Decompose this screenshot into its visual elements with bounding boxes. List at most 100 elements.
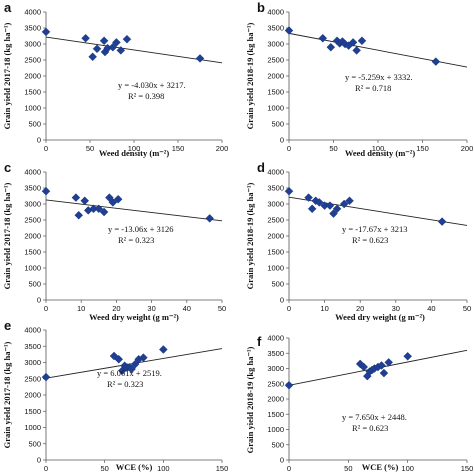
panel-c-y-tick-label: 0 bbox=[37, 296, 41, 305]
panel-f-letter: f bbox=[257, 334, 262, 349]
panel-e-y-tick-label: 2500 bbox=[24, 374, 41, 383]
panel-c-x-tick-label: 0 bbox=[44, 304, 48, 313]
panel-c-y-axis-label: Grain yield 2017-18 (kg ha⁻¹) bbox=[2, 182, 12, 289]
panel-b-data-point bbox=[431, 57, 441, 66]
panel-d-y-tick-label: 1500 bbox=[267, 248, 284, 257]
panel-a-trend-line bbox=[45, 36, 223, 64]
panel-e-y-tick-label: 1000 bbox=[24, 423, 41, 432]
panel-c-y-tick-label: 1500 bbox=[24, 248, 41, 257]
panel-b-y-tick-label: 2500 bbox=[267, 56, 284, 65]
panel-f-r-squared: R² = 0.623 bbox=[352, 423, 388, 433]
panel-c-x-tick-label: 10 bbox=[77, 304, 85, 313]
panel-b-x-axis-label: Weed density (m⁻²) bbox=[345, 148, 415, 158]
panel-c-x-tick-label: 30 bbox=[147, 304, 155, 313]
panel-d-equation: y = -17.67x + 3213 bbox=[342, 224, 408, 234]
panel-b-data-point bbox=[352, 46, 361, 55]
panel-b-y-tick-label: 500 bbox=[271, 120, 284, 129]
panel-b-y-tick-label: 0 bbox=[280, 136, 284, 145]
panel-f-x-axis-label: WCE (%) bbox=[362, 462, 399, 472]
panel-d-data-point bbox=[329, 209, 338, 218]
panel-a-x-tick-label: 100 bbox=[128, 144, 141, 153]
panel-b-data-point bbox=[318, 33, 328, 43]
panel-b-y-tick-label: 2000 bbox=[267, 72, 284, 81]
panel-a-equation: y = -4.030x + 3217. bbox=[118, 80, 186, 90]
panel-a-data-point bbox=[108, 42, 118, 52]
panel-e-y-axis-label: Grain yield 2017-18 (kg ha⁻¹) bbox=[2, 341, 12, 448]
panel-d-data-point bbox=[325, 201, 335, 210]
panel-e-y-tick-label: 3500 bbox=[24, 342, 41, 351]
panel-c-y-tick-label: 1000 bbox=[24, 264, 41, 273]
panel-a-y-tick-label: 2500 bbox=[24, 56, 41, 65]
panel-c-x-tick-label: 50 bbox=[218, 304, 226, 313]
panel-c-y-tick-label: 2500 bbox=[24, 216, 41, 225]
panel-c-r-squared: R² = 0.323 bbox=[118, 235, 154, 245]
panel-d-y-tick-label: 500 bbox=[271, 280, 284, 289]
panel-f-data-point bbox=[379, 368, 389, 378]
panel-e-data-point bbox=[139, 353, 148, 362]
panel-b-x-tick-label: 0 bbox=[287, 144, 291, 153]
panel-a-letter: a bbox=[4, 0, 12, 15]
panel-c-data-point bbox=[74, 210, 84, 220]
panel-a-y-tick-label: 500 bbox=[28, 120, 41, 129]
panel-c-data-point bbox=[80, 196, 90, 206]
panel-a-x-tick-label: 0 bbox=[44, 144, 48, 153]
panel-f-x-tick-label: 150 bbox=[461, 464, 474, 473]
panel-b-letter: b bbox=[257, 0, 265, 15]
panel-d-y-tick-label: 3000 bbox=[267, 200, 284, 209]
panel-a-x-tick-label: 150 bbox=[172, 144, 185, 153]
panel-f-equation: y = 7.650x + 2448. bbox=[342, 412, 407, 422]
panel-e-x-tick-label: 100 bbox=[157, 464, 170, 473]
panel-c-equation: y = -13.06x + 3126 bbox=[108, 224, 174, 234]
panel-c-data-point bbox=[71, 193, 81, 202]
panel-b-data-point bbox=[284, 26, 294, 35]
panel-a-data-point bbox=[195, 54, 205, 63]
panel-b-x-tick-label: 100 bbox=[372, 144, 385, 153]
panel-c-data-point bbox=[99, 207, 109, 217]
panel-b-data-point bbox=[357, 36, 367, 46]
panel-a-data-point bbox=[41, 27, 51, 37]
panel-f-y-tick-label: 3500 bbox=[267, 349, 284, 358]
panel-b-y-tick-label: 4000 bbox=[267, 8, 284, 17]
panel-a-r-squared: R² = 0.398 bbox=[128, 91, 164, 101]
panel-c-y-tick-label: 3000 bbox=[24, 200, 41, 209]
panel-d-x-axis-label: Weed dry weight (g m⁻²) bbox=[335, 312, 425, 322]
panel-d-y-tick-label: 0 bbox=[280, 296, 284, 305]
panel-d-letter: d bbox=[257, 160, 265, 175]
panel-c-y-tick-label: 2000 bbox=[24, 232, 41, 241]
panel-b-equation: y = -5.259x + 3332. bbox=[345, 72, 413, 82]
panel-a-y-tick-label: 4000 bbox=[24, 8, 41, 17]
panel-e-y-tick-label: 0 bbox=[37, 456, 41, 465]
panel-a-data-point bbox=[81, 33, 90, 43]
panel-f-y-tick-label: 1500 bbox=[267, 410, 284, 419]
panel-e-y-tick-label: 4000 bbox=[24, 326, 41, 335]
panel-e-data-point bbox=[130, 359, 140, 369]
panel-b-data-point bbox=[348, 38, 358, 47]
panel-b-x-tick-label: 200 bbox=[461, 144, 474, 153]
panel-e-r-squared: R² = 0.323 bbox=[107, 379, 143, 389]
panel-e-data-point bbox=[159, 345, 168, 354]
panel-d-x-tick-label: 30 bbox=[392, 304, 400, 313]
panel-e-equation: y = 6.061x + 2519. bbox=[97, 368, 162, 378]
panel-d-x-tick-label: 50 bbox=[463, 304, 471, 313]
panel-f-data-point bbox=[359, 362, 369, 372]
panel-e-data-point bbox=[114, 354, 124, 364]
panel-f-data-point bbox=[384, 358, 393, 367]
panel-e-y-tick-label: 500 bbox=[28, 439, 41, 448]
panel-e-data-point bbox=[41, 372, 51, 382]
panel-d-data-point bbox=[304, 193, 313, 202]
panel-a-data-point bbox=[92, 44, 102, 54]
panel-f-data-point bbox=[377, 361, 386, 370]
panel-e-letter: e bbox=[4, 318, 11, 333]
panel-c-trend-line bbox=[45, 199, 223, 222]
panel-f-x-tick-label: 100 bbox=[401, 464, 414, 473]
panel-c-x-tick-label: 20 bbox=[112, 304, 120, 313]
panel-e-x-tick-label: 0 bbox=[44, 464, 48, 473]
panel-c-data-point bbox=[108, 198, 118, 207]
panel-e-y-tick-label: 3000 bbox=[24, 358, 41, 367]
panel-b-x-tick-label: 150 bbox=[416, 144, 429, 153]
panel-d-y-tick-label: 2500 bbox=[267, 216, 284, 225]
panel-d-data-point bbox=[332, 204, 342, 214]
panel-a-y-tick-label: 3000 bbox=[24, 40, 41, 49]
panel-e-y-tick-label: 2000 bbox=[24, 391, 41, 400]
